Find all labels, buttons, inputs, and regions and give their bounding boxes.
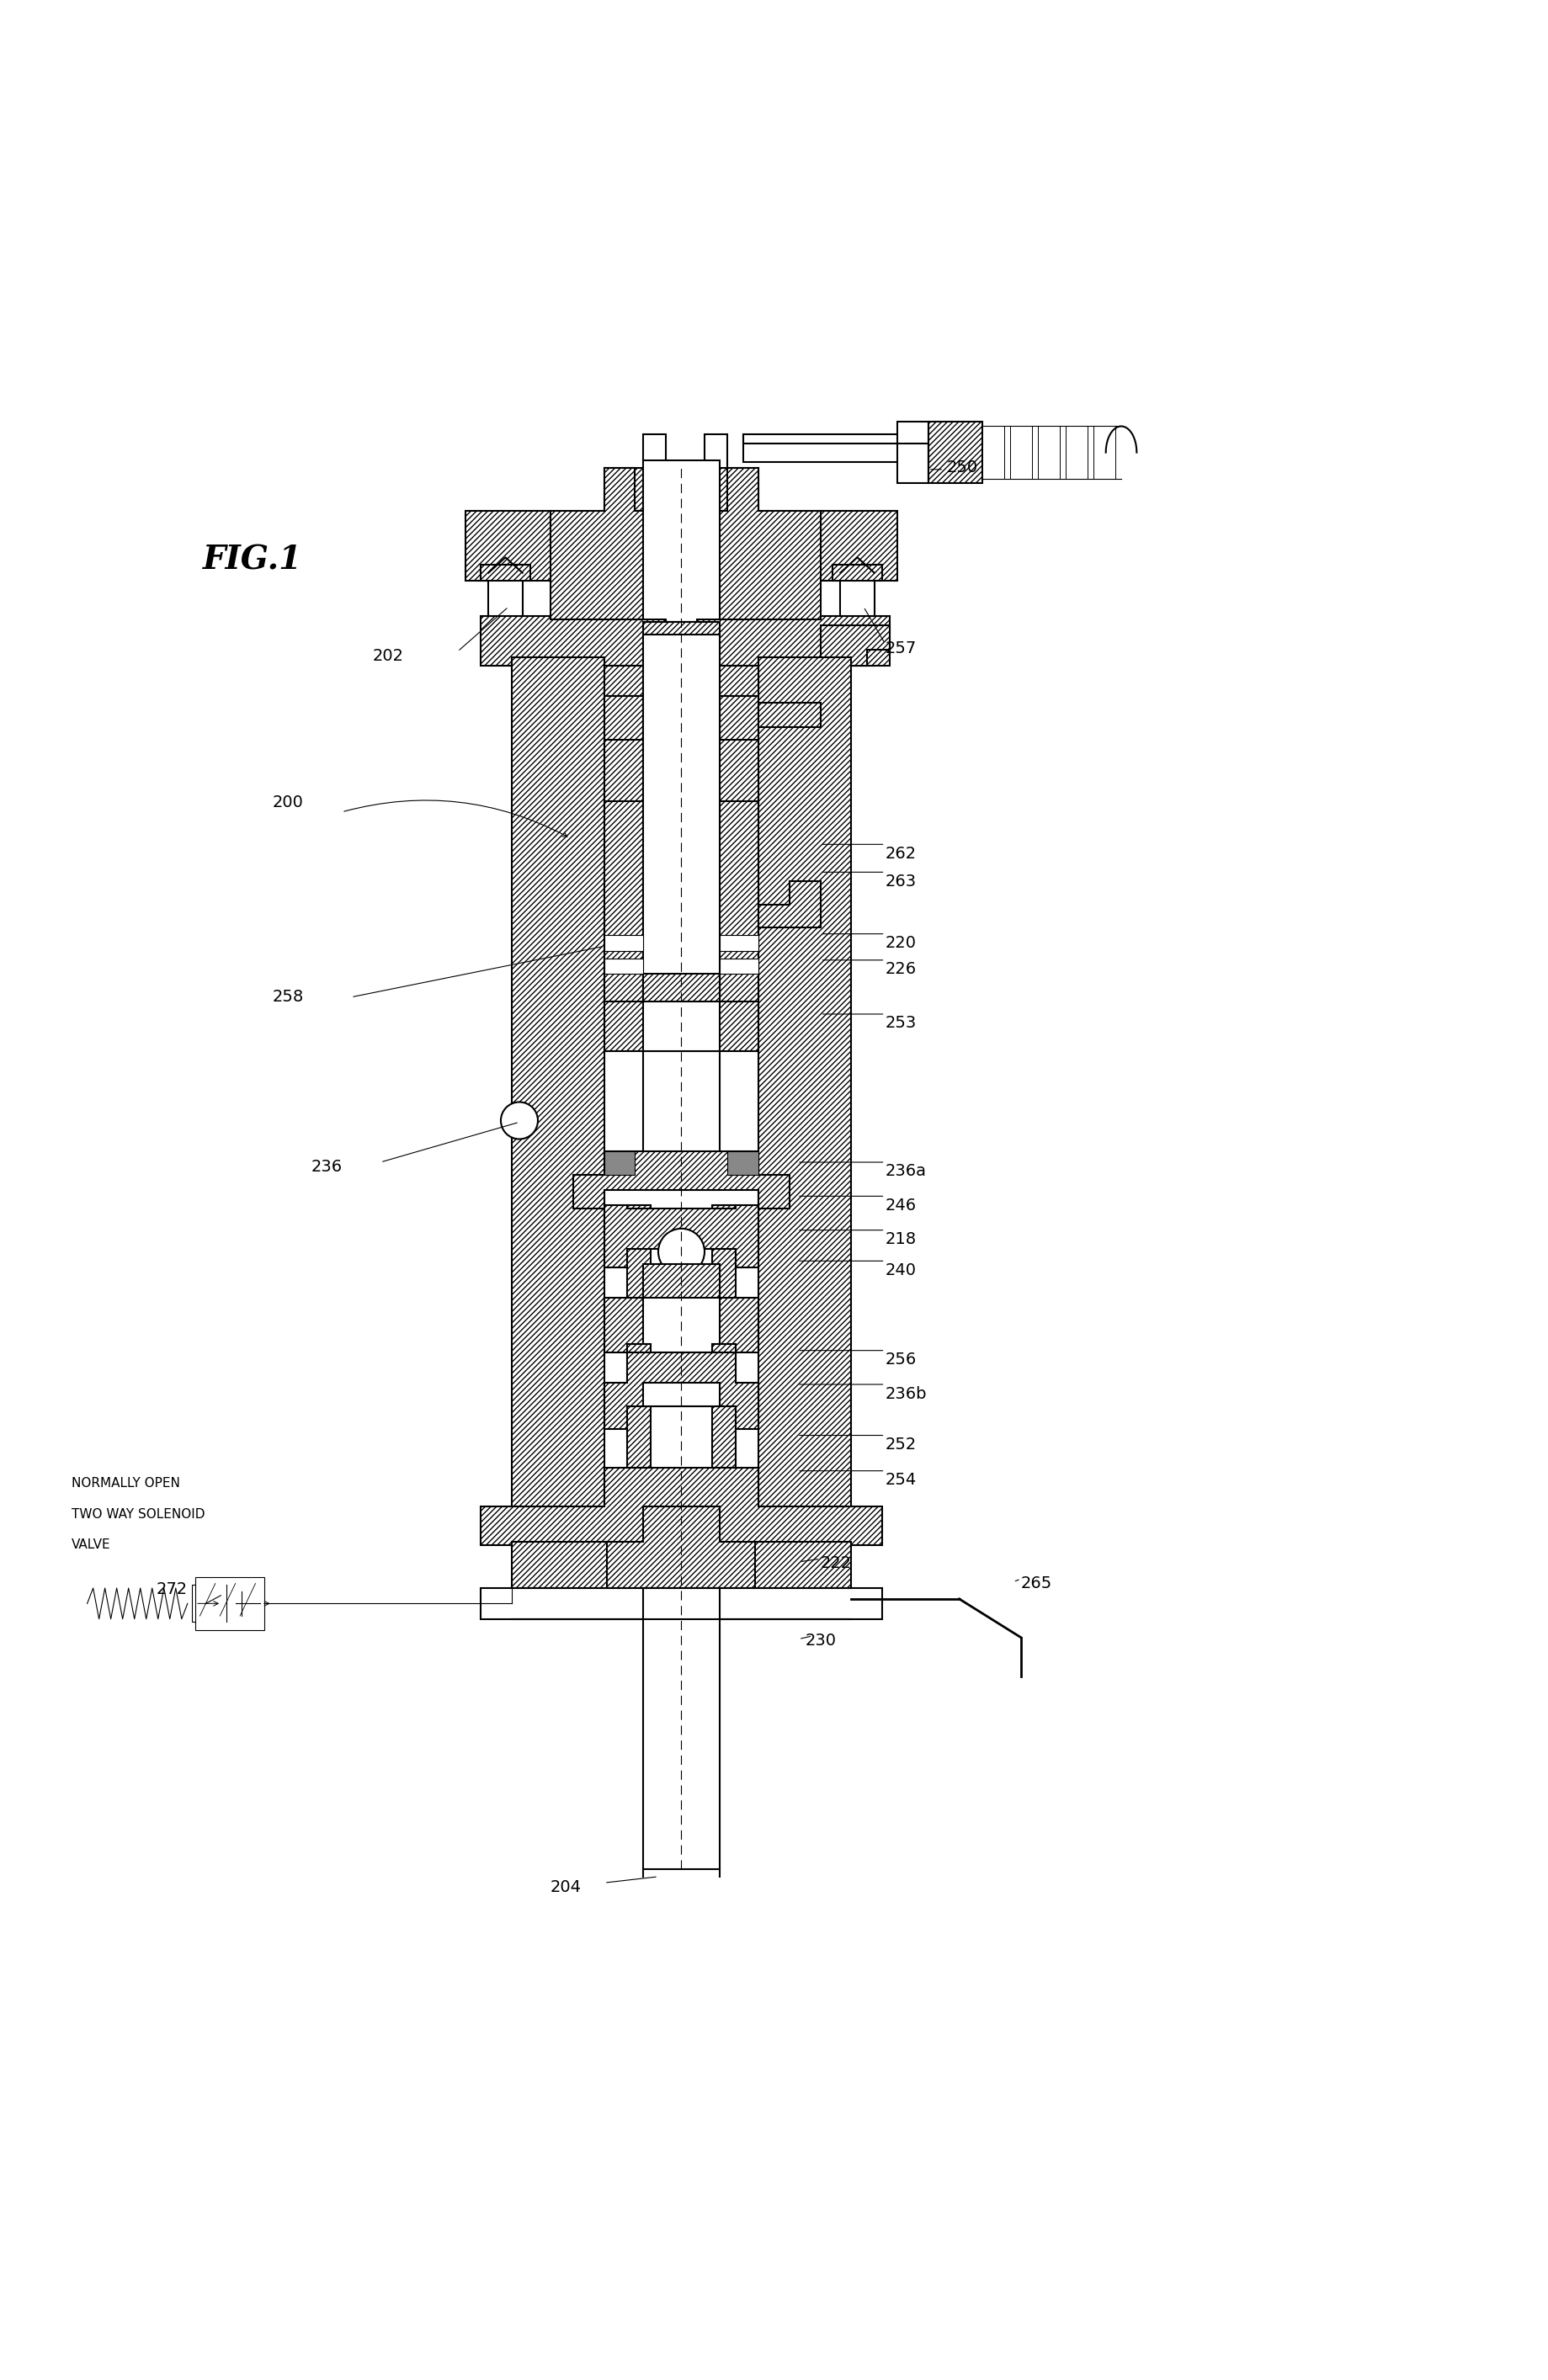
Polygon shape xyxy=(573,1152,789,1209)
Bar xyxy=(481,1587,882,1618)
Polygon shape xyxy=(481,1468,882,1545)
Bar xyxy=(720,959,759,973)
Bar xyxy=(1065,426,1087,478)
Polygon shape xyxy=(759,881,820,928)
Text: 226: 226 xyxy=(885,962,916,978)
Bar xyxy=(712,1345,735,1468)
Bar xyxy=(627,1204,650,1314)
Bar xyxy=(642,459,720,621)
Bar xyxy=(1037,426,1059,478)
Polygon shape xyxy=(481,616,890,666)
Text: 258: 258 xyxy=(272,990,303,1004)
Polygon shape xyxy=(759,702,820,728)
Text: 257: 257 xyxy=(885,640,916,657)
Polygon shape xyxy=(820,626,890,666)
Bar xyxy=(195,1578,265,1630)
Text: 252: 252 xyxy=(885,1438,916,1452)
Bar xyxy=(728,1152,759,1176)
Bar xyxy=(1093,426,1115,478)
Text: 220: 220 xyxy=(885,935,916,952)
Text: 222: 222 xyxy=(820,1557,851,1571)
Bar xyxy=(642,740,720,804)
Bar xyxy=(604,959,642,973)
Text: 236b: 236b xyxy=(885,1385,927,1402)
Bar xyxy=(642,1383,720,1407)
Bar xyxy=(704,433,728,469)
Bar xyxy=(983,426,1005,478)
Bar xyxy=(841,574,875,666)
Bar xyxy=(929,421,983,483)
Bar xyxy=(604,469,759,512)
Polygon shape xyxy=(604,973,759,1052)
Polygon shape xyxy=(604,1507,759,1592)
Polygon shape xyxy=(604,621,759,697)
Text: 253: 253 xyxy=(885,1016,916,1031)
Polygon shape xyxy=(466,512,580,581)
Polygon shape xyxy=(604,1352,759,1428)
Polygon shape xyxy=(604,1204,759,1266)
Text: 265: 265 xyxy=(1022,1576,1053,1592)
Bar xyxy=(604,802,642,1004)
Text: TWO WAY SOLENOID: TWO WAY SOLENOID xyxy=(71,1507,206,1521)
Text: VALVE: VALVE xyxy=(71,1537,111,1552)
Bar xyxy=(481,564,529,581)
Bar xyxy=(833,564,882,581)
Polygon shape xyxy=(755,1542,851,1592)
Bar xyxy=(642,1297,720,1352)
Bar xyxy=(642,697,720,743)
Text: 204: 204 xyxy=(550,1880,582,1894)
Bar xyxy=(512,657,604,1530)
Text: 240: 240 xyxy=(885,1261,916,1278)
Text: 236: 236 xyxy=(311,1159,342,1176)
Bar xyxy=(720,935,759,952)
Text: 236a: 236a xyxy=(885,1164,926,1180)
Bar xyxy=(1011,426,1031,478)
Polygon shape xyxy=(604,709,759,804)
Bar xyxy=(642,433,666,469)
Text: NORMALLY OPEN: NORMALLY OPEN xyxy=(71,1478,180,1490)
Text: 218: 218 xyxy=(885,1230,916,1247)
Polygon shape xyxy=(604,1264,759,1352)
Bar xyxy=(604,697,759,743)
Circle shape xyxy=(502,1102,537,1140)
Polygon shape xyxy=(512,1542,607,1592)
Circle shape xyxy=(658,1228,704,1276)
Bar xyxy=(743,433,929,462)
Bar xyxy=(192,1585,262,1623)
Text: 250: 250 xyxy=(947,459,978,476)
Bar xyxy=(604,935,642,952)
Text: 246: 246 xyxy=(885,1197,916,1214)
Bar xyxy=(604,1152,635,1176)
Text: 256: 256 xyxy=(885,1352,916,1368)
Text: 263: 263 xyxy=(885,873,916,890)
Bar xyxy=(642,1587,720,1868)
Text: FIG.1: FIG.1 xyxy=(203,545,302,576)
Bar xyxy=(642,635,720,1190)
Bar xyxy=(712,1204,735,1314)
Text: 254: 254 xyxy=(885,1473,916,1488)
Text: 262: 262 xyxy=(885,845,916,862)
Bar xyxy=(720,802,759,1004)
Polygon shape xyxy=(550,469,666,619)
Text: 202: 202 xyxy=(373,647,404,664)
Polygon shape xyxy=(697,469,820,619)
Text: 230: 230 xyxy=(805,1633,836,1649)
Polygon shape xyxy=(782,512,898,581)
Bar xyxy=(642,1002,720,1052)
Text: 200: 200 xyxy=(272,795,303,812)
Bar xyxy=(759,657,851,1530)
Bar xyxy=(627,1345,650,1468)
Bar xyxy=(489,574,522,666)
Text: 272: 272 xyxy=(156,1583,187,1597)
Bar xyxy=(898,421,929,483)
